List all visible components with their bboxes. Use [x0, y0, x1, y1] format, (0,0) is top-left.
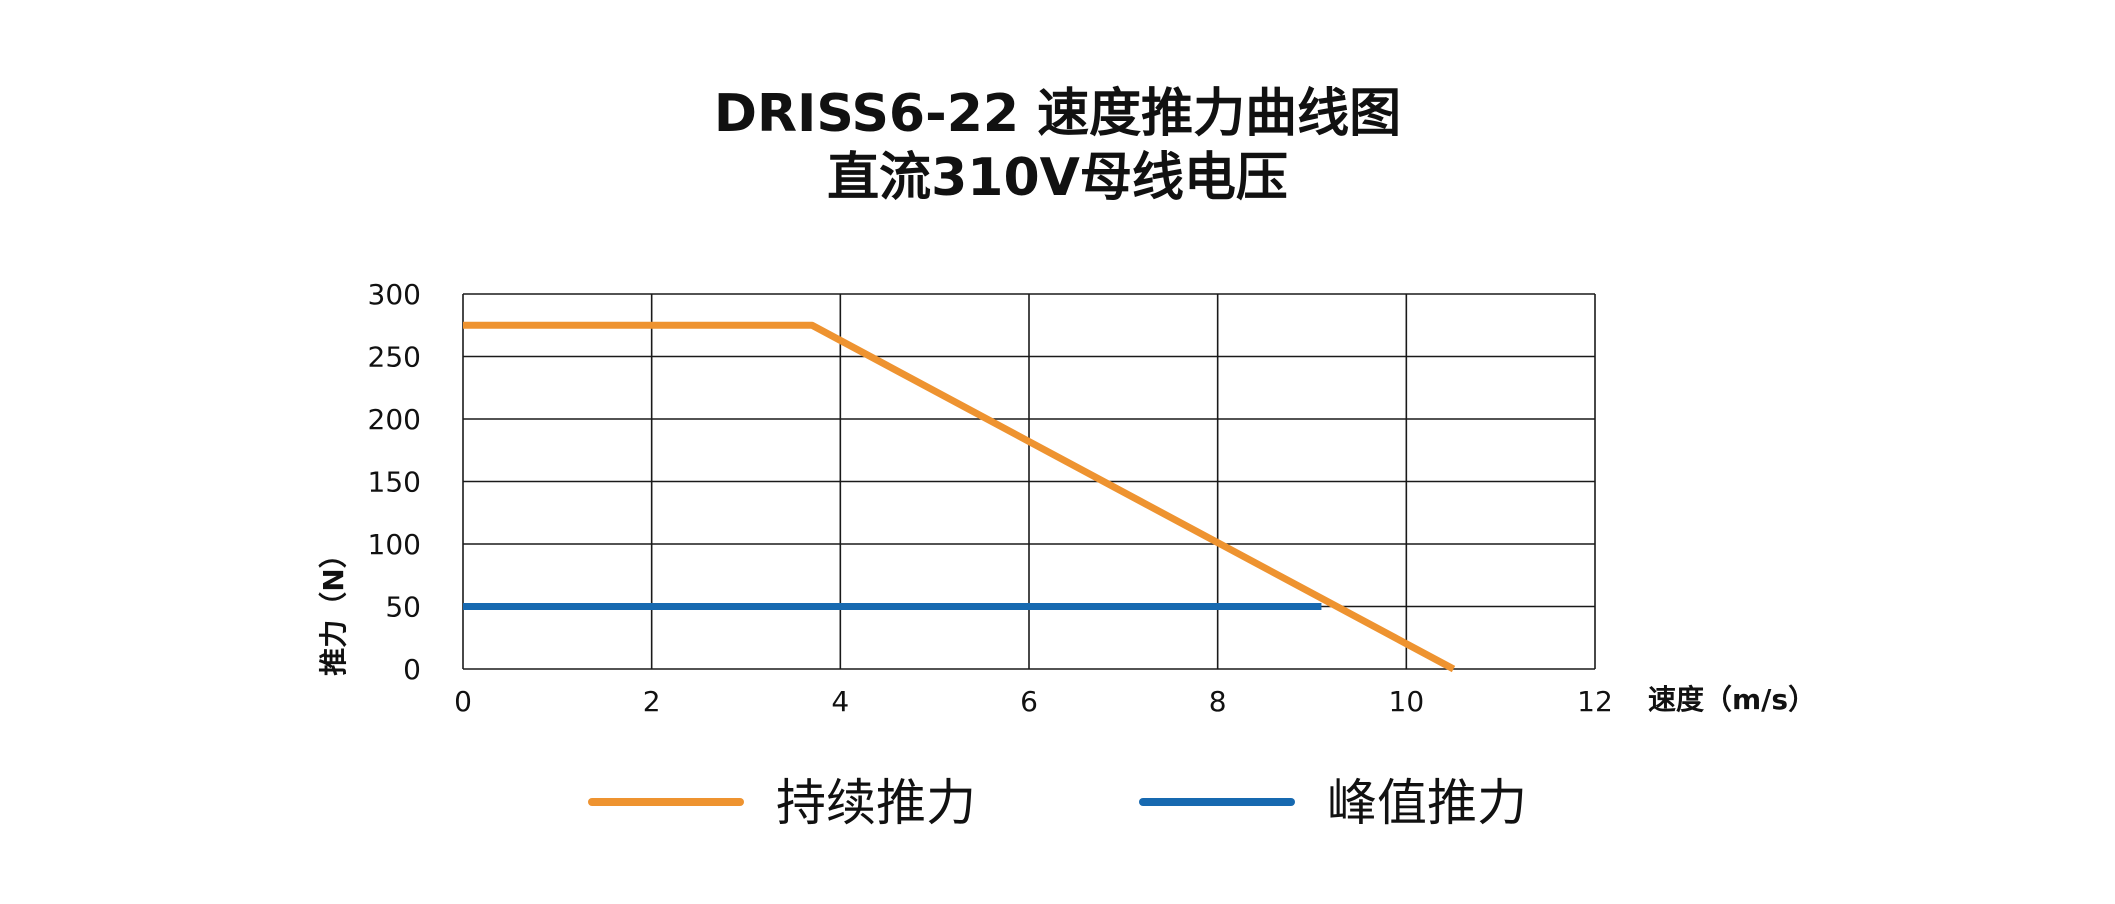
- legend-label-peak: 峰值推力: [1327, 774, 1527, 832]
- x-tick-label: 6: [1020, 685, 1038, 718]
- series-line-continuous: [463, 321, 1456, 673]
- x-tick-label: 0: [454, 685, 472, 718]
- chart-subtitle: 直流310V母线电压: [827, 148, 1288, 208]
- legend: 持续推力 峰值推力: [588, 774, 1527, 832]
- x-tick-label: 12: [1577, 685, 1613, 718]
- x-axis-label: 速度（m/s）: [1648, 683, 1816, 716]
- y-tick-label: 250: [368, 341, 421, 374]
- x-tick-label: 4: [831, 685, 849, 718]
- y-tick-label: 50: [385, 591, 421, 624]
- tick-labels: 0 2 4 6 8 10 12 0 50 100 150 200 250 300: [368, 278, 1613, 718]
- legend-item-peak: 峰值推力: [1139, 774, 1527, 832]
- series-lines: [463, 321, 1456, 673]
- x-tick-label: 10: [1389, 685, 1425, 718]
- legend-item-continuous: 持续推力: [588, 774, 976, 832]
- grid: [462, 293, 1596, 670]
- y-tick-label: 0: [403, 653, 421, 686]
- chart-title: DRISS6-22 速度推力曲线图: [713, 84, 1402, 144]
- y-tick-label: 200: [368, 403, 421, 436]
- x-tick-label: 8: [1209, 685, 1227, 718]
- x-tick-label: 2: [643, 685, 661, 718]
- y-tick-label: 150: [368, 466, 421, 499]
- chart-title-block: DRISS6-22 速度推力曲线图 直流310V母线电压: [0, 82, 2115, 210]
- y-tick-label: 300: [368, 278, 421, 311]
- y-tick-label: 100: [368, 528, 421, 561]
- y-axis-label: 推力（N）: [317, 540, 350, 675]
- legend-label-continuous: 持续推力: [776, 774, 976, 832]
